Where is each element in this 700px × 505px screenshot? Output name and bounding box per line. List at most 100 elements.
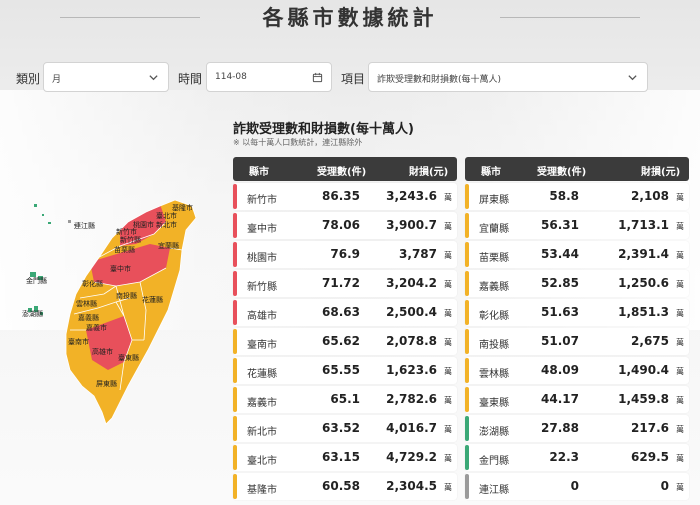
- level-marker: [465, 271, 469, 296]
- row-loss: 2,500.4: [386, 305, 437, 319]
- table-row: 花蓮縣 65.55 1,623.6 萬: [233, 357, 457, 384]
- category-select[interactable]: 月: [43, 62, 169, 92]
- table-row: 連江縣 0 0 萬: [465, 473, 689, 500]
- header-city: 縣市: [481, 167, 501, 178]
- section-note: ※ 以每十萬人口數統計，連江縣除外: [233, 138, 363, 147]
- taiwan-map: 基隆市 臺北市 新北市 桃園市 新竹市 新竹縣 苗栗縣 宜蘭縣 臺中市 彰化縣 …: [22, 199, 197, 425]
- table-row: 新竹市 86.35 3,243.6 萬: [233, 183, 457, 210]
- row-loss: 1,623.6: [386, 363, 437, 377]
- map-label-taipei: 臺北市: [156, 211, 177, 220]
- row-unit: 萬: [444, 309, 452, 318]
- map-label-taitung: 臺東縣: [118, 353, 139, 362]
- row-city: 苗栗縣: [479, 253, 509, 264]
- row-city: 澎湖縣: [479, 427, 509, 438]
- row-unit: 萬: [444, 425, 452, 434]
- level-marker: [233, 300, 237, 325]
- map-label-chiayicity: 嘉義市: [86, 323, 107, 332]
- row-cases: 65.62: [322, 334, 360, 348]
- row-loss: 2,675: [631, 334, 669, 348]
- map-label-hsinchucounty: 新竹縣: [120, 235, 141, 244]
- header-loss: 財損(元): [641, 167, 681, 178]
- row-city: 嘉義縣: [479, 282, 509, 293]
- level-marker: [233, 445, 237, 470]
- table-row: 宜蘭縣 56.31 1,713.1 萬: [465, 212, 689, 239]
- row-loss: 2,782.6: [386, 392, 437, 406]
- row-cases: 86.35: [322, 189, 360, 203]
- time-label: 時間: [178, 72, 203, 86]
- row-unit: 萬: [676, 338, 684, 347]
- header-cases: 受理數(件): [537, 167, 587, 178]
- row-unit: 萬: [676, 454, 684, 463]
- row-unit: 萬: [444, 251, 452, 260]
- map-label-miaoli: 苗栗縣: [114, 245, 135, 254]
- row-cases: 48.09: [541, 363, 579, 377]
- level-marker: [465, 387, 469, 412]
- map-label-yilan: 宜蘭縣: [158, 241, 179, 250]
- row-cases: 60.58: [322, 479, 360, 493]
- row-loss: 1,713.1: [618, 218, 669, 232]
- row-cases: 65.55: [322, 363, 360, 377]
- level-marker: [233, 358, 237, 383]
- row-unit: 萬: [676, 396, 684, 405]
- table-row: 臺南市 65.62 2,078.8 萬: [233, 328, 457, 355]
- row-unit: 萬: [676, 425, 684, 434]
- map-label-kinmen: 金門縣: [26, 276, 47, 285]
- row-city: 金門縣: [479, 456, 509, 467]
- map-region-kaohsiung: [86, 316, 132, 370]
- level-marker: [465, 358, 469, 383]
- row-unit: 萬: [676, 483, 684, 492]
- row-city: 桃園市: [247, 253, 277, 264]
- table-row: 金門縣 22.3 629.5 萬: [465, 444, 689, 471]
- row-unit: 萬: [444, 396, 452, 405]
- level-marker: [465, 242, 469, 267]
- row-unit: 萬: [676, 222, 684, 231]
- header-cases: 受理數(件): [317, 167, 367, 178]
- level-marker: [465, 300, 469, 325]
- page-title: 各縣市數據統計: [262, 6, 438, 30]
- row-cases: 51.63: [541, 305, 579, 319]
- map-label-changhua: 彰化縣: [82, 279, 103, 288]
- chevron-down-icon: [628, 75, 637, 81]
- table-row: 高雄市 68.63 2,500.4 萬: [233, 299, 457, 326]
- table-row: 嘉義市 65.1 2,782.6 萬: [233, 386, 457, 413]
- level-marker: [465, 184, 469, 209]
- row-loss: 3,204.2: [386, 276, 437, 290]
- row-cases: 52.85: [541, 276, 579, 290]
- map-label-tainan: 臺南市: [68, 337, 89, 346]
- time-date-input[interactable]: 114-08: [206, 62, 332, 92]
- item-select[interactable]: 詐欺受理數和財損數(每十萬人): [368, 62, 648, 92]
- level-marker: [233, 242, 237, 267]
- row-city: 新北市: [247, 427, 277, 438]
- item-label: 項目: [341, 72, 366, 86]
- title-line-left: [60, 17, 200, 18]
- row-unit: 萬: [444, 338, 452, 347]
- item-value: 詐欺受理數和財損數(每十萬人): [377, 75, 502, 85]
- row-loss: 1,459.8: [618, 392, 669, 406]
- table-header: 縣市 受理數(件) 財損(元): [465, 157, 689, 181]
- level-marker: [233, 474, 237, 499]
- table-row: 屏東縣 58.8 2,108 萬: [465, 183, 689, 210]
- row-cases: 63.15: [322, 450, 360, 464]
- row-city: 臺中市: [247, 224, 277, 235]
- row-city: 高雄市: [247, 311, 277, 322]
- row-unit: 萬: [444, 367, 452, 376]
- row-loss: 1,250.6: [618, 276, 669, 290]
- calendar-icon: [312, 72, 323, 83]
- row-cases: 68.63: [322, 305, 360, 319]
- map-label-hsinchucity: 新竹市: [116, 227, 137, 236]
- ranking-table-left: 縣市 受理數(件) 財損(元) 新竹市 86.35 3,243.6 萬臺中市 78.06…: [233, 157, 457, 500]
- row-city: 臺東縣: [479, 398, 509, 409]
- level-marker: [233, 329, 237, 354]
- header-city: 縣市: [249, 167, 269, 178]
- map-label-lienchiang: 連江縣: [74, 221, 95, 230]
- map-label-pingtung: 屏東縣: [96, 379, 117, 388]
- row-city: 南投縣: [479, 340, 509, 351]
- level-marker: [233, 271, 237, 296]
- map-label-taoyuan: 桃園市: [133, 220, 154, 229]
- row-city: 臺南市: [247, 340, 277, 351]
- row-loss: 0: [660, 479, 669, 493]
- table-row: 雲林縣 48.09 1,490.4 萬: [465, 357, 689, 384]
- table-row: 臺北市 63.15 4,729.2 萬: [233, 444, 457, 471]
- row-city: 花蓮縣: [247, 369, 277, 380]
- table-row: 嘉義縣 52.85 1,250.6 萬: [465, 270, 689, 297]
